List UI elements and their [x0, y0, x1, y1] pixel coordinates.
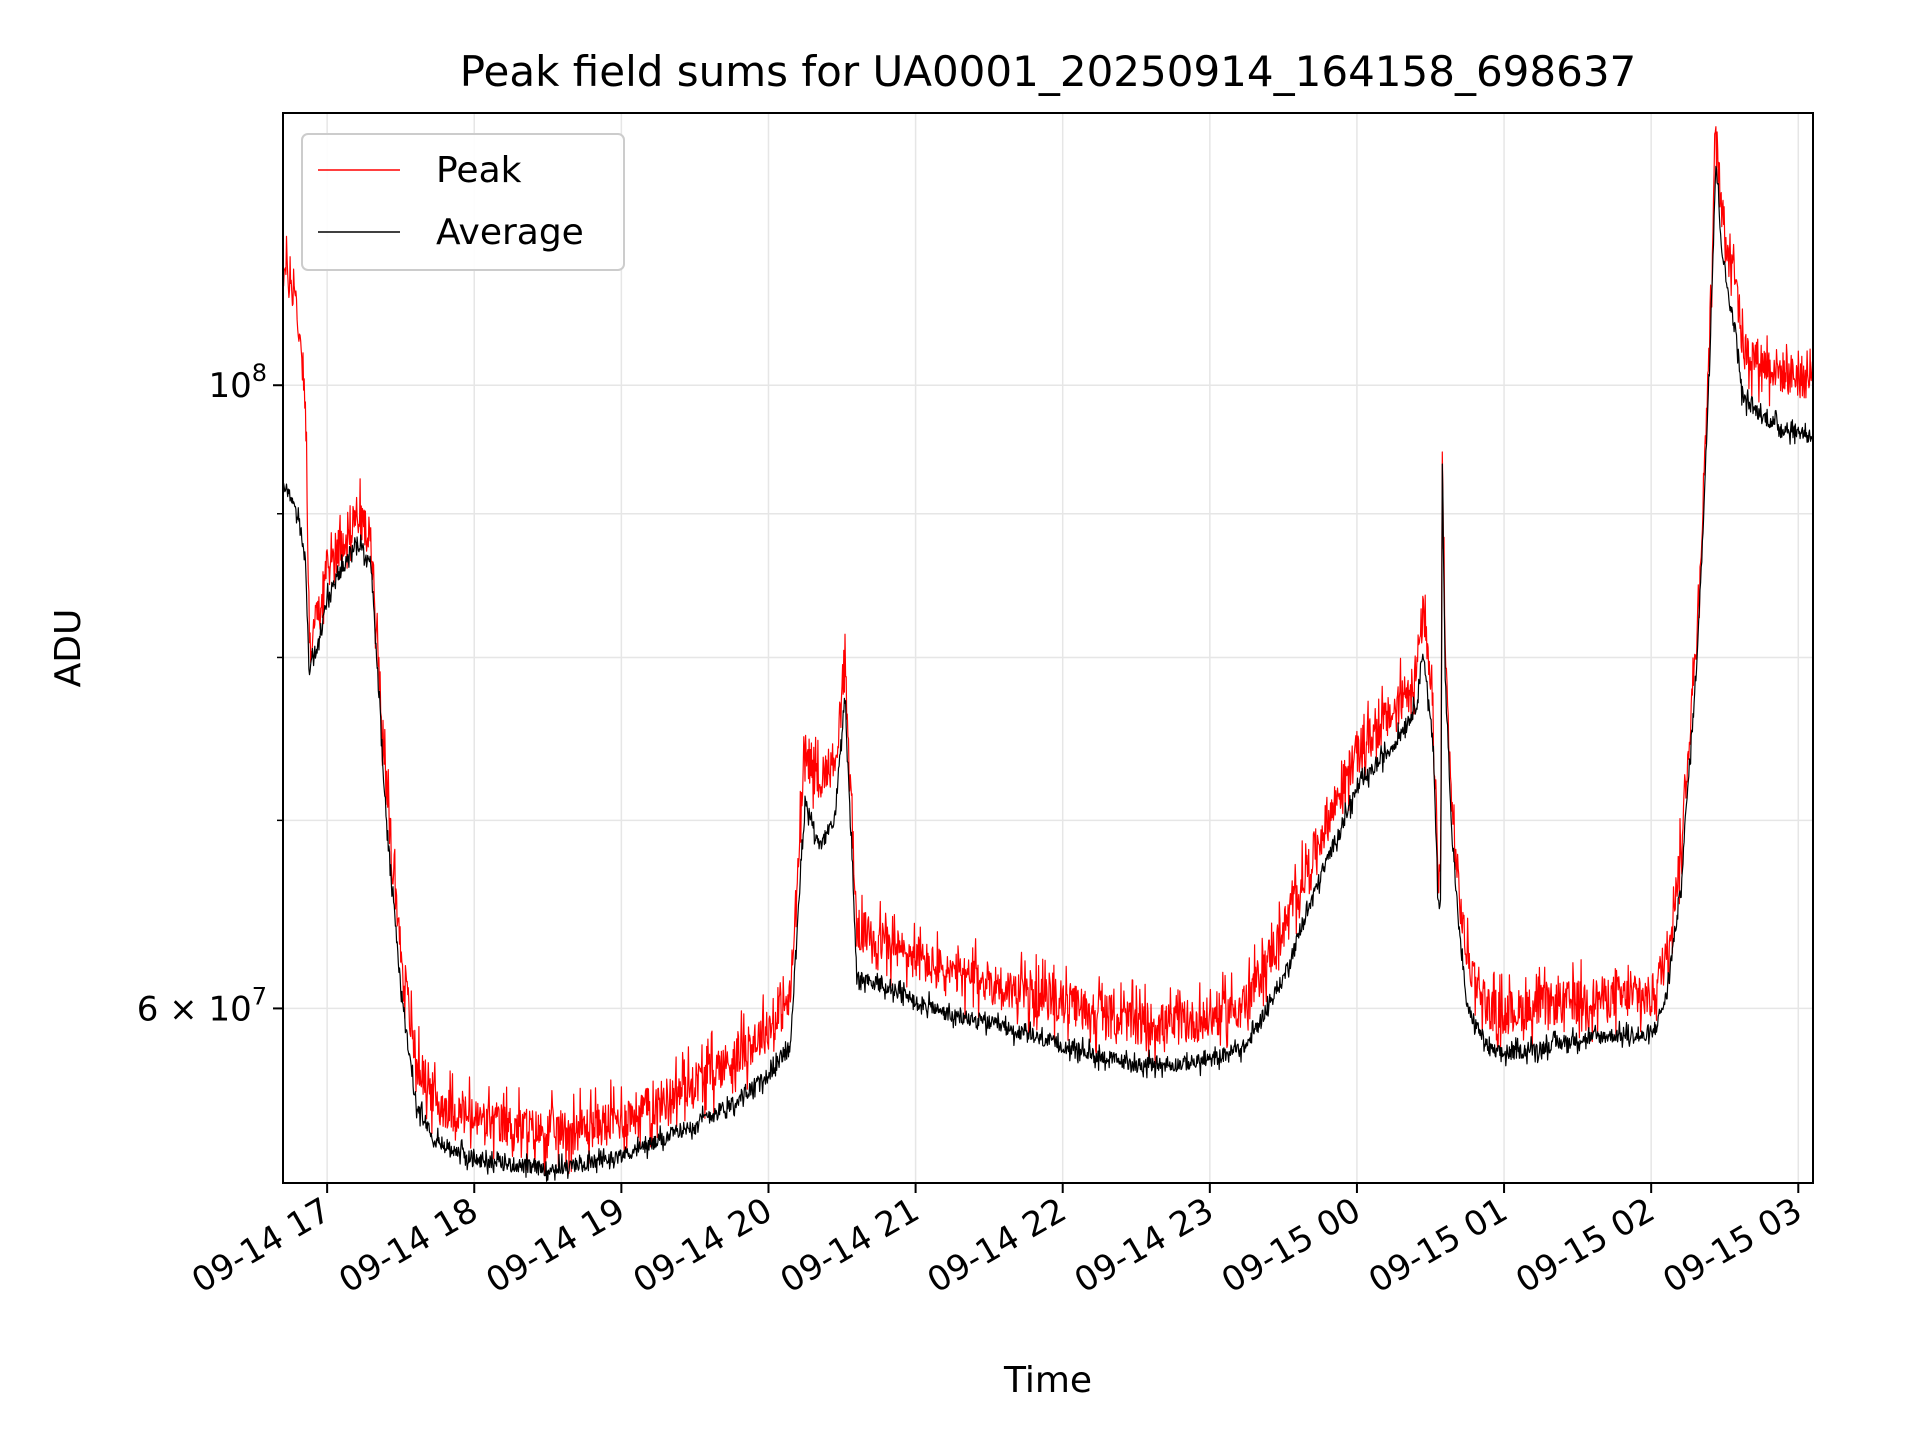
grid [283, 113, 1813, 1183]
legend-label-peak: Peak [436, 150, 522, 191]
legend-label-average: Average [436, 212, 584, 253]
y-tick-label: 108 [208, 359, 267, 406]
legend-box [301, 133, 625, 271]
y-tick-label-exponent: 7 [252, 982, 267, 1010]
y-tick-label-base: 6 × 10 [137, 989, 252, 1029]
series-line-average [283, 165, 1813, 1182]
y-tick-label-base: 10 [208, 366, 251, 406]
y-tick-label: 6 × 107 [137, 982, 267, 1029]
chart-title: Peak field sums for UA0001_20250914_1641… [460, 47, 1637, 96]
series-line-peak [283, 126, 1813, 1176]
plot-area-frame [282, 112, 1814, 1184]
y-axis-label: ADU [48, 609, 89, 688]
legend: Peak Average [301, 133, 625, 271]
y-tick-label-exponent: 8 [252, 359, 267, 387]
series-group [283, 126, 1813, 1182]
x-axis-label: Time [1003, 1360, 1092, 1401]
y-axis: 108 6 × 107 [137, 359, 283, 1029]
